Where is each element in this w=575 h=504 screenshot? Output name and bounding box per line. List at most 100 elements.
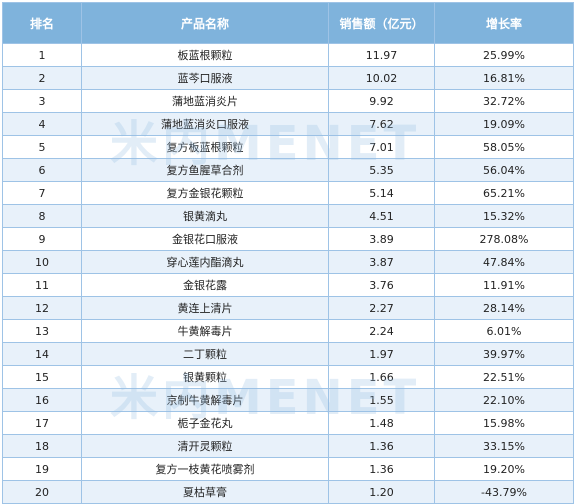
- cell-rank: 15: [2, 365, 82, 389]
- cell-growth: 6.01%: [434, 319, 574, 343]
- cell-rank: 16: [2, 388, 82, 412]
- cell-rank: 2: [2, 66, 82, 90]
- cell-product-name: 栀子金花丸: [81, 411, 329, 435]
- cell-rank: 1: [2, 43, 82, 67]
- table-row: 2 蓝芩口服液 10.02 16.81%: [2, 66, 574, 90]
- cell-sales: 1.36: [328, 434, 435, 458]
- cell-sales: 9.92: [328, 89, 435, 113]
- cell-growth: 25.99%: [434, 43, 574, 67]
- table-row: 8 银黄滴丸 4.51 15.32%: [2, 204, 574, 228]
- cell-product-name: 金银花口服液: [81, 227, 329, 251]
- cell-growth: 19.09%: [434, 112, 574, 136]
- cell-growth: -43.79%: [434, 480, 574, 504]
- cell-rank: 20: [2, 480, 82, 504]
- cell-growth: 16.81%: [434, 66, 574, 90]
- cell-sales: 3.87: [328, 250, 435, 274]
- cell-growth: 32.72%: [434, 89, 574, 113]
- cell-rank: 10: [2, 250, 82, 274]
- cell-growth: 19.20%: [434, 457, 574, 481]
- cell-rank: 11: [2, 273, 82, 297]
- cell-rank: 4: [2, 112, 82, 136]
- cell-product-name: 金银花露: [81, 273, 329, 297]
- header-row: 排名 产品名称 销售额（亿元） 增长率: [2, 2, 574, 44]
- cell-sales: 3.76: [328, 273, 435, 297]
- cell-rank: 14: [2, 342, 82, 366]
- cell-rank: 18: [2, 434, 82, 458]
- cell-product-name: 二丁颗粒: [81, 342, 329, 366]
- table-row: 4 蒲地蓝消炎口服液 7.62 19.09%: [2, 112, 574, 136]
- table-row: 9 金银花口服液 3.89 278.08%: [2, 227, 574, 251]
- cell-product-name: 蒲地蓝消炎口服液: [81, 112, 329, 136]
- table-row: 20 夏枯草膏 1.20 -43.79%: [2, 480, 574, 504]
- cell-sales: 1.55: [328, 388, 435, 412]
- table-row: 15 银黄颗粒 1.66 22.51%: [2, 365, 574, 389]
- cell-sales: 2.24: [328, 319, 435, 343]
- cell-product-name: 复方鱼腥草合剂: [81, 158, 329, 182]
- header-product-name: 产品名称: [81, 2, 329, 44]
- cell-growth: 58.05%: [434, 135, 574, 159]
- cell-rank: 9: [2, 227, 82, 251]
- cell-rank: 17: [2, 411, 82, 435]
- table-row: 14 二丁颗粒 1.97 39.97%: [2, 342, 574, 366]
- cell-sales: 5.35: [328, 158, 435, 182]
- cell-product-name: 复方板蓝根颗粒: [81, 135, 329, 159]
- cell-product-name: 黄连上清片: [81, 296, 329, 320]
- header-rank: 排名: [2, 2, 82, 44]
- cell-rank: 8: [2, 204, 82, 228]
- cell-product-name: 银黄滴丸: [81, 204, 329, 228]
- cell-sales: 7.01: [328, 135, 435, 159]
- cell-growth: 39.97%: [434, 342, 574, 366]
- cell-product-name: 复方一枝黄花喷雾剂: [81, 457, 329, 481]
- cell-sales: 4.51: [328, 204, 435, 228]
- table-row: 18 清开灵颗粒 1.36 33.15%: [2, 434, 574, 458]
- cell-sales: 1.20: [328, 480, 435, 504]
- table-row: 19 复方一枝黄花喷雾剂 1.36 19.20%: [2, 457, 574, 481]
- table-row: 13 牛黄解毒片 2.24 6.01%: [2, 319, 574, 343]
- table-row: 5 复方板蓝根颗粒 7.01 58.05%: [2, 135, 574, 159]
- cell-product-name: 板蓝根颗粒: [81, 43, 329, 67]
- table-header: 排名 产品名称 销售额（亿元） 增长率: [2, 2, 574, 44]
- cell-sales: 5.14: [328, 181, 435, 205]
- cell-growth: 22.51%: [434, 365, 574, 389]
- cell-rank: 19: [2, 457, 82, 481]
- cell-sales: 10.02: [328, 66, 435, 90]
- cell-product-name: 银黄颗粒: [81, 365, 329, 389]
- table-row: 10 穿心莲内酯滴丸 3.87 47.84%: [2, 250, 574, 274]
- cell-growth: 278.08%: [434, 227, 574, 251]
- table-row: 6 复方鱼腥草合剂 5.35 56.04%: [2, 158, 574, 182]
- cell-growth: 56.04%: [434, 158, 574, 182]
- cell-growth: 15.32%: [434, 204, 574, 228]
- cell-growth: 65.21%: [434, 181, 574, 205]
- cell-sales: 1.66: [328, 365, 435, 389]
- cell-growth: 33.15%: [434, 434, 574, 458]
- cell-product-name: 清开灵颗粒: [81, 434, 329, 458]
- cell-sales: 3.89: [328, 227, 435, 251]
- cell-rank: 13: [2, 319, 82, 343]
- table-row: 11 金银花露 3.76 11.91%: [2, 273, 574, 297]
- header-growth: 增长率: [434, 2, 574, 44]
- table-row: 7 复方金银花颗粒 5.14 65.21%: [2, 181, 574, 205]
- cell-product-name: 京制牛黄解毒片: [81, 388, 329, 412]
- cell-rank: 7: [2, 181, 82, 205]
- cell-growth: 28.14%: [434, 296, 574, 320]
- cell-growth: 22.10%: [434, 388, 574, 412]
- cell-sales: 1.97: [328, 342, 435, 366]
- cell-sales: 7.62: [328, 112, 435, 136]
- cell-product-name: 穿心莲内酯滴丸: [81, 250, 329, 274]
- cell-growth: 15.98%: [434, 411, 574, 435]
- table-row: 16 京制牛黄解毒片 1.55 22.10%: [2, 388, 574, 412]
- table-row: 1 板蓝根颗粒 11.97 25.99%: [2, 43, 574, 67]
- cell-product-name: 复方金银花颗粒: [81, 181, 329, 205]
- cell-growth: 47.84%: [434, 250, 574, 274]
- table-row: 3 蒲地蓝消炎片 9.92 32.72%: [2, 89, 574, 113]
- cell-product-name: 蓝芩口服液: [81, 66, 329, 90]
- cell-rank: 5: [2, 135, 82, 159]
- cell-sales: 2.27: [328, 296, 435, 320]
- cell-growth: 11.91%: [434, 273, 574, 297]
- header-sales: 销售额（亿元）: [328, 2, 435, 44]
- cell-product-name: 夏枯草膏: [81, 480, 329, 504]
- cell-sales: 11.97: [328, 43, 435, 67]
- cell-sales: 1.48: [328, 411, 435, 435]
